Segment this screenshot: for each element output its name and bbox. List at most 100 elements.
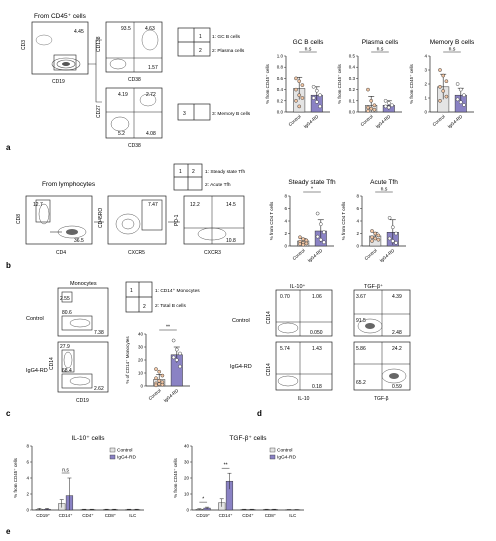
gate-arrow xyxy=(95,64,102,103)
y-axis-title: % from CD4 T cells xyxy=(341,201,346,240)
significance-label: ** xyxy=(224,463,228,469)
x-tick-label: IgG4-RD xyxy=(375,113,392,129)
flow-plot-d2: 3.67 4.39 91.5 2.48 xyxy=(353,289,411,337)
y-axis-title: % from CD45⁺ cells xyxy=(265,63,270,103)
x-tick-label: CD14⁺ xyxy=(59,513,74,518)
flow-d1-q-tl: 0.70 xyxy=(280,294,290,300)
data-point xyxy=(297,93,302,98)
y-tick-label: 0 xyxy=(424,110,427,115)
panel-letter-b: b xyxy=(6,261,11,270)
bar-chart: 0 10 20 30 40 % of CD14⁺ Monocytes Control IgG4… xyxy=(125,325,190,403)
flow-a1-value: 4.45 xyxy=(74,29,84,35)
flow-b3-q-br: 10.8 xyxy=(226,238,236,244)
legend-b-box2: 2 xyxy=(192,169,195,175)
y-tick-label: 30 xyxy=(138,345,144,350)
flow-b2-ylabel: CD45RO xyxy=(98,208,104,228)
data-point xyxy=(318,237,323,242)
panel-b-bar-charts: Steady state Tfh 0 2 4 6 8 % from CD4 T cells C… xyxy=(269,179,406,263)
data-point xyxy=(444,94,449,99)
bar-chart: Acute Tfh 0 2 4 6 8 % from CD4 T cells Control I… xyxy=(341,179,406,263)
data-point xyxy=(300,96,305,100)
flow-b1-ylabel: CD8 xyxy=(16,214,22,224)
y-tick-label: 2 xyxy=(284,231,287,236)
x-tick-label: IgG4-RD xyxy=(379,247,396,263)
flow-a3-xlabel: CD38 xyxy=(128,143,141,149)
y-tick-label: 4 xyxy=(356,219,359,224)
y-axis-title: % from CD4 T cells xyxy=(269,201,274,240)
x-tick-label: Control xyxy=(148,388,162,401)
y-tick-label: 0 xyxy=(140,384,143,389)
x-tick-label: ILC xyxy=(129,513,137,518)
y-tick-label: 40 xyxy=(184,444,190,449)
panel-c-xlabel: CD19 xyxy=(76,398,89,404)
data-point xyxy=(294,76,298,81)
significance-label: ** xyxy=(166,325,170,331)
bar-chart: Plasma cells 0.0 0.1 0.2 0.3 0.4 0.5 % from CD4… xyxy=(337,39,402,129)
gate-arrow xyxy=(88,39,102,65)
x-tick-label: CD8⁺ xyxy=(105,513,117,518)
data-point xyxy=(318,93,322,98)
flow-plot-b1: 12.7 36.5 CD4 CD8 xyxy=(16,195,93,256)
x-tick-label: Control xyxy=(292,248,306,261)
data-point xyxy=(304,238,309,243)
y-tick-label: 0 xyxy=(284,244,287,249)
flow-d2-q-tr: 4.39 xyxy=(392,294,402,300)
significance-label: n.s xyxy=(305,47,312,53)
panel-d-row-igg4: IgG4-RD xyxy=(230,364,252,370)
grouped-bar-chart: IL-10⁺ cells 0 2 4 6 8 % from CD45⁺ cells CD19⁺… xyxy=(13,435,144,518)
data-point xyxy=(297,79,302,84)
data-point xyxy=(370,235,374,240)
data-point xyxy=(322,240,326,245)
significance-label: n.s xyxy=(62,468,69,474)
panel-d-row-control: Control xyxy=(232,318,250,324)
y-tick-label: 8 xyxy=(26,444,29,449)
y-tick-label: 1.0 xyxy=(277,54,284,59)
data-point xyxy=(366,87,370,92)
y-tick-label: 6 xyxy=(26,460,29,465)
data-point xyxy=(314,100,319,104)
flow-b2-xlabel: CXCR5 xyxy=(128,250,145,256)
legend-swatch-igg4 xyxy=(109,454,116,460)
legend-a1-item1: 1: GC B cells xyxy=(212,34,241,40)
flow-d4-q-tl: 5.86 xyxy=(356,346,366,352)
data-point xyxy=(366,109,370,113)
legend-label-igg4: IgG4-RD xyxy=(277,455,296,461)
y-tick-label: 4 xyxy=(26,476,29,481)
y-tick-label: 6 xyxy=(284,206,287,211)
y-tick-label: 0.4 xyxy=(277,87,284,92)
x-tick-label: IgG4-RD xyxy=(307,247,324,263)
data-point xyxy=(294,87,298,92)
flow-a3-q-tr: 2.72 xyxy=(146,92,156,98)
data-point xyxy=(311,84,316,89)
data-point xyxy=(171,355,176,360)
data-point xyxy=(314,88,319,93)
data-point xyxy=(370,239,374,243)
legend-swatch-control xyxy=(109,447,116,453)
data-point xyxy=(174,347,179,352)
quadrant-legend-c: 1 2 1: CD14⁺ Monocytes 2: Total B cells xyxy=(125,281,200,313)
flow-d1-q-tr: 1.06 xyxy=(312,294,322,300)
y-tick-label: 1 xyxy=(424,96,427,101)
y-tick-label: 0.4 xyxy=(349,65,356,70)
data-point xyxy=(157,378,162,383)
data-point xyxy=(394,241,398,245)
data-point xyxy=(174,358,179,362)
legend-b-item1: 1: Steady state Tfh xyxy=(205,169,246,175)
legend-a1-item2: 2: Plasma cells xyxy=(212,48,245,54)
x-tick-label: CD14⁺ xyxy=(219,513,234,518)
flow-a2-ylabel: CD138 xyxy=(96,36,102,52)
data-point xyxy=(157,382,162,386)
data-point xyxy=(178,364,182,369)
legend-c-box1: 1 xyxy=(130,288,133,294)
significance-label: n.s xyxy=(381,187,388,193)
flow-a3-ylabel: CD27 xyxy=(96,105,102,118)
chart-title: TGF-β⁺ cells xyxy=(229,435,267,442)
flow-a3-q-tl: 4.19 xyxy=(118,92,128,98)
data-point xyxy=(383,98,388,103)
flow-a2-q-tl: 93.5 xyxy=(121,26,131,32)
flow-a2-q-tr: 4.63 xyxy=(145,26,155,32)
legend-c-item1: 1: CD14⁺ Monocytes xyxy=(155,288,200,294)
data-point xyxy=(294,98,298,103)
y-tick-label: 0.3 xyxy=(349,76,356,81)
